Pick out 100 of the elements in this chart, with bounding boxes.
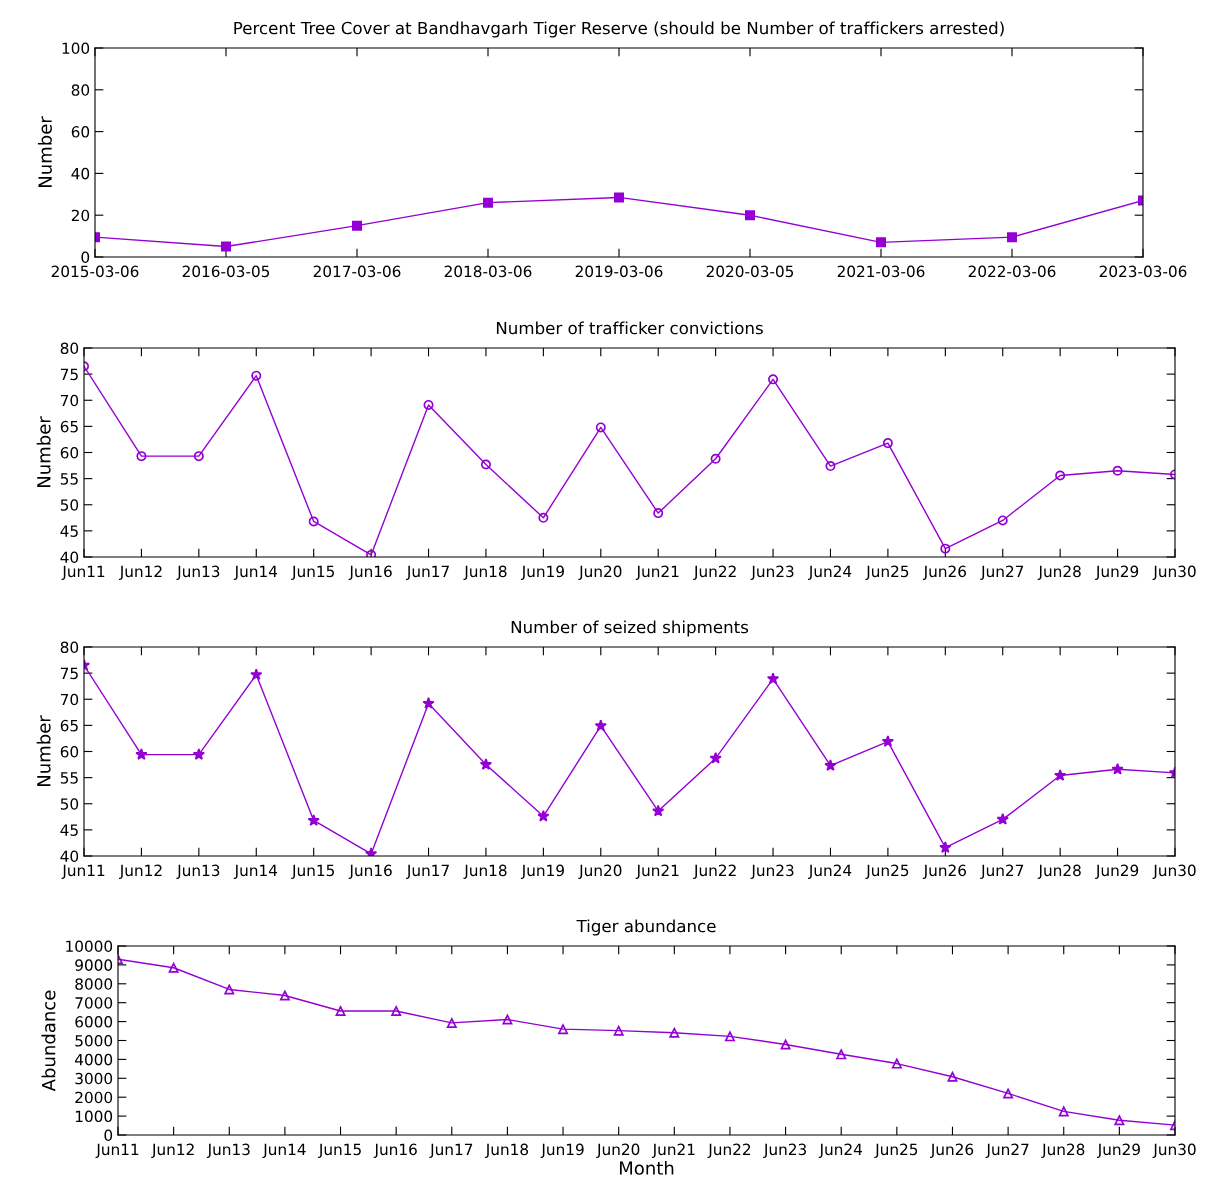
y-tick-label: 60 <box>60 446 79 459</box>
x-tick-label: Jun13 <box>176 864 220 879</box>
x-tick-label: Jun23 <box>750 864 794 879</box>
x-tick-label: Jun23 <box>750 565 794 580</box>
x-tick-label: Jun28 <box>1037 565 1081 580</box>
x-tick-label: Jun24 <box>818 1143 863 1158</box>
y-tick-label: 45 <box>60 525 78 537</box>
x-tick-label: Jun30 <box>1152 565 1196 580</box>
x-tick-label: Jun30 <box>1152 1143 1196 1158</box>
point <box>251 370 262 381</box>
point <box>766 672 780 685</box>
y-tick-label: 0 <box>81 251 90 264</box>
point <box>744 210 756 221</box>
y-tick-label: 40 <box>60 551 79 564</box>
x-tick-label: Jun22 <box>707 1143 751 1158</box>
x-tick-label: Jun26 <box>930 1143 974 1158</box>
x-tick-label: Jun20 <box>596 1143 640 1158</box>
point <box>1114 1115 1125 1126</box>
x-tick-label: Jun27 <box>985 1143 1029 1158</box>
point <box>308 516 319 527</box>
point <box>653 508 664 519</box>
x-tick-label: Jun15 <box>291 864 335 879</box>
x-tick-label: Jun27 <box>980 565 1024 580</box>
point <box>446 1017 457 1028</box>
y-tick-label: 80 <box>71 84 90 96</box>
point <box>1111 762 1124 775</box>
point <box>307 814 320 826</box>
y-tick-label: 20 <box>71 209 90 222</box>
x-tick-label: Jun17 <box>406 864 449 879</box>
x-tick-label: Jun16 <box>348 864 392 879</box>
x-tick-label: Jun11 <box>61 565 105 580</box>
chart-title: Percent Tree Cover at Bandhavgarh Tiger Reserve (should be Number of traffickers arrested) <box>234 21 1004 38</box>
point <box>224 984 235 995</box>
x-tick-label: 2015-03-06 <box>51 265 139 278</box>
y-tick-label: 7000 <box>75 997 113 1009</box>
point <box>1006 232 1018 243</box>
x-tick-label: Jun29 <box>1095 565 1139 580</box>
y-tick-label: 100 <box>62 42 90 55</box>
x-tick-label: Jun24 <box>808 864 852 879</box>
point <box>1003 1088 1014 1099</box>
point <box>709 751 722 764</box>
y-tick-label: 75 <box>60 667 78 680</box>
x-tick-label: Jun24 <box>808 565 852 580</box>
x-tick-label: Jun12 <box>118 565 162 580</box>
x-tick-label: Jun20 <box>578 565 622 580</box>
x-tick-label: Jun16 <box>373 1143 417 1158</box>
y-tick-label: 55 <box>60 772 78 784</box>
y-axis-title: Number <box>37 116 52 187</box>
point <box>1055 470 1066 481</box>
x-tick-label: Jun26 <box>922 864 967 879</box>
x-tick-label: Jun13 <box>206 1143 250 1158</box>
x-tick-label: Jun16 <box>348 565 392 580</box>
point <box>1112 465 1123 476</box>
x-tick-label: Jun18 <box>463 565 507 580</box>
x-tick-label: 2023-03-06 <box>1099 265 1187 278</box>
point <box>836 1049 847 1060</box>
x-tick-label: Jun14 <box>233 565 278 580</box>
y-tick-label: 80 <box>60 342 79 355</box>
y-axis-title: Abundance <box>41 990 56 1092</box>
point <box>613 192 625 203</box>
point <box>482 197 494 208</box>
x-tick-label: 2019-03-06 <box>575 265 663 278</box>
y-tick-label: 40 <box>71 167 90 180</box>
point <box>168 962 179 973</box>
point <box>422 697 435 709</box>
point <box>135 748 148 760</box>
y-tick-label: 6000 <box>75 1016 113 1028</box>
x-tick-label: Jun19 <box>540 1143 584 1158</box>
point <box>480 459 491 470</box>
x-tick-label: Jun26 <box>922 565 967 580</box>
point <box>996 813 1009 825</box>
y-tick-label: 70 <box>60 394 79 407</box>
x-tick-label: Jun11 <box>95 1143 139 1158</box>
x-tick-label: Jun17 <box>429 1143 473 1158</box>
point <box>351 220 363 231</box>
y-tick-label: 65 <box>60 719 78 732</box>
point <box>502 1014 513 1025</box>
point <box>538 512 549 523</box>
point <box>613 1025 624 1036</box>
point <box>479 758 493 770</box>
y-tick-label: 0 <box>104 1129 113 1142</box>
y-tick-label: 1000 <box>75 1110 113 1123</box>
point <box>595 422 606 433</box>
point <box>335 1006 346 1017</box>
y-tick-label: 5000 <box>75 1034 113 1047</box>
y-tick-label: 70 <box>60 693 79 706</box>
x-tick-label: Jun15 <box>318 1143 361 1158</box>
y-tick-label: 60 <box>60 745 79 758</box>
y-axis-title: Number <box>36 715 51 786</box>
x-tick-label: 2022-03-06 <box>968 265 1056 278</box>
x-tick-label: Jun22 <box>693 565 736 580</box>
x-tick-label: Jun25 <box>865 864 909 879</box>
point <box>724 1031 735 1042</box>
point <box>939 841 952 853</box>
y-tick-label: 50 <box>60 499 79 511</box>
x-tick-label: Jun20 <box>578 864 622 879</box>
y-tick-label: 4000 <box>75 1053 113 1066</box>
point <box>193 451 204 462</box>
point <box>891 1058 902 1069</box>
x-tick-label: Jun14 <box>233 864 278 879</box>
